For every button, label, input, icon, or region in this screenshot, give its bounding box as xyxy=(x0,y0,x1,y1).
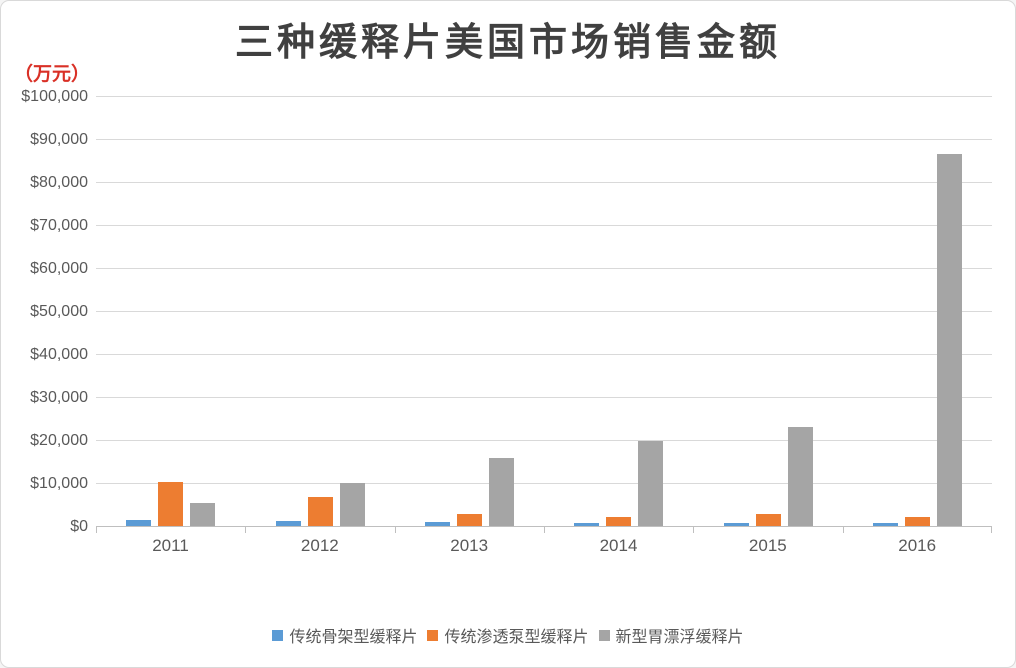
bar-2015-series-1 xyxy=(755,514,781,526)
x-axis-tick xyxy=(991,526,992,533)
y-axis-unit-label: （万元） xyxy=(14,64,91,85)
y-axis-tick-label: $100,000 xyxy=(21,88,88,105)
bar-2016-series-0 xyxy=(872,523,898,526)
chart-legend: 传统骨架型缓释片 传统渗透泵型缓释片 新型胃漂浮缓释片 xyxy=(1,623,1015,647)
y-axis-tick-label: $50,000 xyxy=(30,303,88,320)
bar-2011-series-1 xyxy=(158,481,184,526)
bar-2012-series-1 xyxy=(307,497,333,526)
bar-2013-series-0 xyxy=(424,521,450,526)
bar-2014-series-1 xyxy=(606,516,632,526)
x-axis-category-label: 2013 xyxy=(450,536,489,555)
legend-label: 传统骨架型缓释片 xyxy=(289,629,418,646)
legend-marker-icon xyxy=(598,629,610,641)
y-axis-tick-label: $20,000 xyxy=(30,432,88,449)
x-axis-tick xyxy=(693,526,694,533)
gridline xyxy=(96,182,992,183)
y-axis-tick-label: $0 xyxy=(70,518,88,535)
y-axis-tick-label: $90,000 xyxy=(30,131,88,148)
x-axis-category-label: 2011 xyxy=(152,536,189,555)
bar-2012-series-2 xyxy=(339,483,365,526)
gridline xyxy=(96,311,992,312)
gridline xyxy=(96,483,992,484)
bar-2013-series-2 xyxy=(488,458,514,526)
bar-2015-series-0 xyxy=(723,523,749,526)
y-axis-tick-label: $60,000 xyxy=(30,260,88,277)
bar-2014-series-2 xyxy=(638,440,664,526)
x-axis-category-label: 2012 xyxy=(300,536,339,555)
x-axis-tick xyxy=(96,526,97,533)
y-axis-tick-label: $70,000 xyxy=(30,217,88,234)
y-axis-tick-label: $80,000 xyxy=(30,174,88,191)
y-axis-tick-label: $40,000 xyxy=(30,346,88,363)
legend-item: 传统渗透泵型缓释片 xyxy=(427,623,589,647)
y-axis-tick-label: $10,000 xyxy=(30,475,88,492)
x-axis-tick xyxy=(544,526,545,533)
bar-2016-series-2 xyxy=(936,154,962,526)
legend-marker-icon xyxy=(272,629,284,641)
gridline xyxy=(96,440,992,441)
x-axis-category-label: 2016 xyxy=(898,536,937,555)
chart-title: 三种缓释片美国市场销售金额 xyxy=(234,22,781,64)
bar-2013-series-1 xyxy=(456,514,482,526)
gridline xyxy=(96,96,992,97)
gridline xyxy=(96,225,992,226)
gridline xyxy=(96,397,992,398)
bar-2016-series-1 xyxy=(904,517,930,526)
legend-marker-icon xyxy=(427,629,439,641)
gridline xyxy=(96,139,992,140)
y-axis-tick-label: $30,000 xyxy=(30,389,88,406)
bar-2014-series-0 xyxy=(574,522,600,526)
bar-2012-series-0 xyxy=(275,521,301,526)
legend-item: 传统骨架型缓释片 xyxy=(272,623,417,647)
x-axis-category-label: 2014 xyxy=(599,536,638,555)
legend-label: 新型胃漂浮缓释片 xyxy=(615,629,744,646)
x-axis-category-label: 2015 xyxy=(748,536,787,555)
bar-2011-series-0 xyxy=(126,519,152,526)
bar-2011-series-2 xyxy=(190,502,216,526)
bar-2015-series-2 xyxy=(787,427,813,526)
gridline xyxy=(96,268,992,269)
legend-label: 传统渗透泵型缓释片 xyxy=(444,629,589,646)
x-axis-tick xyxy=(395,526,396,533)
x-axis-tick xyxy=(843,526,844,533)
gridline xyxy=(96,354,992,355)
plot-area: $0 $10,000 $20,000 $30,000 $40,000 $50,000 $60… xyxy=(21,88,992,555)
legend-item: 新型胃漂浮缓释片 xyxy=(598,623,744,647)
x-axis-tick xyxy=(245,526,246,533)
